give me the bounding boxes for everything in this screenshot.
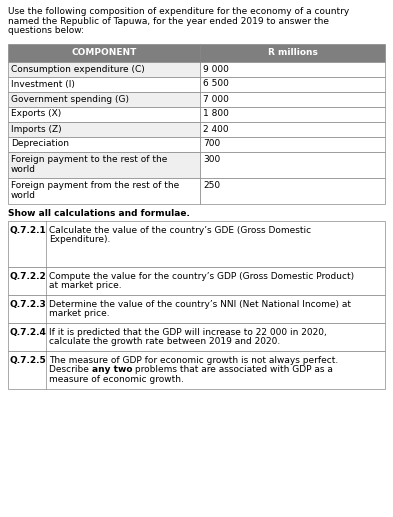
Bar <box>8 136 200 151</box>
Bar <box>8 77 200 92</box>
Bar <box>200 136 385 151</box>
Text: Investment (I): Investment (I) <box>11 80 75 88</box>
Text: Calculate the value of the country’s GDE (Gross Domestic: Calculate the value of the country’s GDE… <box>49 226 311 235</box>
Bar <box>8 177 200 204</box>
Text: Show all calculations and formulae.: Show all calculations and formulae. <box>8 209 190 219</box>
Text: 2 400: 2 400 <box>203 125 229 133</box>
Text: Q.7.2.2: Q.7.2.2 <box>10 272 47 281</box>
Text: any two: any two <box>92 366 132 374</box>
Text: Expenditure).: Expenditure). <box>49 236 110 245</box>
Text: COMPONENT: COMPONENT <box>71 48 137 57</box>
Text: market price.: market price. <box>49 310 110 318</box>
Text: Use the following composition of expenditure for the economy of a country: Use the following composition of expendi… <box>8 7 349 16</box>
Text: Compute the value for the country’s GDP (Gross Domestic Product): Compute the value for the country’s GDP … <box>49 272 354 281</box>
Text: Foreign payment to the rest of the
world: Foreign payment to the rest of the world <box>11 155 167 174</box>
Bar <box>200 107 385 121</box>
Text: Depreciation: Depreciation <box>11 140 69 148</box>
Text: Determine the value of the country’s NNI (Net National Income) at: Determine the value of the country’s NNI… <box>49 300 351 309</box>
Text: named the Republic of Tapuwa, for the year ended 2019 to answer the: named the Republic of Tapuwa, for the ye… <box>8 17 329 25</box>
Text: Q.7.2.4: Q.7.2.4 <box>10 328 47 337</box>
Text: Q.7.2.1: Q.7.2.1 <box>10 226 47 235</box>
Text: 9 000: 9 000 <box>203 65 229 73</box>
Text: The measure of GDP for economic growth is not always perfect.: The measure of GDP for economic growth i… <box>49 356 338 365</box>
Bar <box>8 267 385 295</box>
Bar <box>8 295 385 323</box>
Text: If it is predicted that the GDP will increase to 22 000 in 2020,: If it is predicted that the GDP will inc… <box>49 328 327 337</box>
Text: measure of economic growth.: measure of economic growth. <box>49 375 184 384</box>
Text: 1 800: 1 800 <box>203 110 229 118</box>
Bar <box>200 121 385 136</box>
Text: questions below:: questions below: <box>8 26 84 35</box>
Text: R millions: R millions <box>268 48 318 57</box>
Text: 250: 250 <box>203 180 220 190</box>
Text: 700: 700 <box>203 140 220 148</box>
Bar <box>8 221 385 267</box>
Bar <box>8 351 385 388</box>
Text: Q.7.2.5: Q.7.2.5 <box>10 356 47 365</box>
Bar <box>8 151 200 177</box>
Bar <box>200 77 385 92</box>
Bar <box>8 92 200 107</box>
Text: Imports (Z): Imports (Z) <box>11 125 62 133</box>
Text: Q.7.2.3: Q.7.2.3 <box>10 300 47 309</box>
Text: 6 500: 6 500 <box>203 80 229 88</box>
Bar <box>8 62 200 77</box>
Text: 300: 300 <box>203 155 220 163</box>
Bar <box>8 43 385 62</box>
Bar <box>8 121 200 136</box>
Text: Foreign payment from the rest of the
world: Foreign payment from the rest of the wor… <box>11 180 179 200</box>
Text: Consumption expenditure (C): Consumption expenditure (C) <box>11 65 145 73</box>
Text: Describe: Describe <box>49 366 92 374</box>
Bar <box>200 92 385 107</box>
Bar <box>200 62 385 77</box>
Bar <box>8 107 200 121</box>
Bar <box>200 151 385 177</box>
Bar <box>200 177 385 204</box>
Text: at market price.: at market price. <box>49 281 121 291</box>
Text: calculate the growth rate between 2019 and 2020.: calculate the growth rate between 2019 a… <box>49 338 280 346</box>
Text: Government spending (G): Government spending (G) <box>11 95 129 103</box>
Text: problems that are associated with GDP as a: problems that are associated with GDP as… <box>132 366 333 374</box>
Text: 7 000: 7 000 <box>203 95 229 103</box>
Text: Exports (X): Exports (X) <box>11 110 61 118</box>
Bar <box>8 323 385 351</box>
